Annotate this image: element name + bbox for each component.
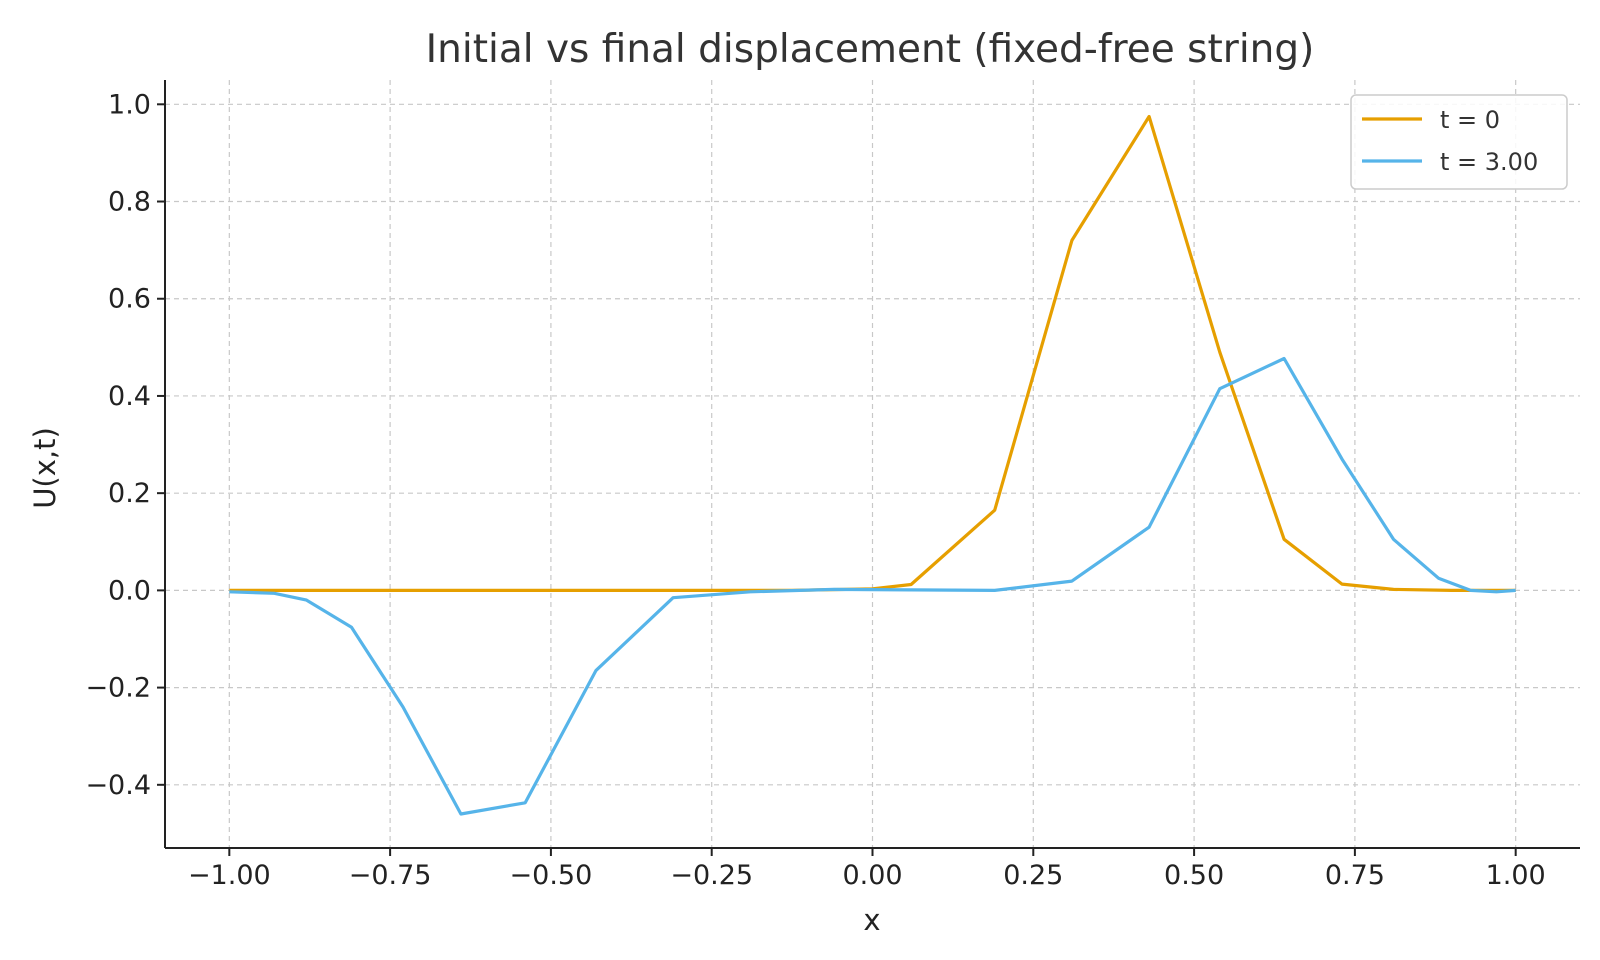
x-ticks: −1.00 −0.75 −0.50 −0.25 0.00 0.25 0.50 0.75 1.00 (188, 848, 1546, 891)
chart-title: Initial vs final displacement (fixed-fre… (426, 27, 1315, 72)
x-tick-label: 0.75 (1325, 860, 1385, 891)
y-tick-label: 0.2 (108, 478, 151, 509)
legend: t = 0 t = 3.00 (1350, 94, 1568, 190)
y-tick-label: 0.4 (108, 381, 151, 412)
x-tick-label: −0.75 (349, 860, 432, 891)
series-lines (229, 114, 1516, 816)
x-tick-label: 1.00 (1486, 860, 1546, 891)
x-tick-label: −0.25 (670, 860, 753, 891)
y-tick-label: −0.4 (85, 770, 151, 801)
y-tick-label: 0.0 (108, 575, 151, 606)
x-tick-label: 0.00 (842, 860, 902, 891)
x-tick-label: 0.25 (1003, 860, 1063, 891)
x-tick-label: −0.50 (510, 860, 593, 891)
series-line-t0 (229, 114, 1516, 593)
x-axis-label: x (863, 903, 880, 937)
legend-label-t0: t = 0 (1440, 106, 1500, 134)
x-tick-label: −1.00 (188, 860, 271, 891)
grid (165, 80, 1580, 848)
y-axis-label: U(x,t) (28, 427, 62, 509)
y-ticks: −0.4 −0.2 0.0 0.2 0.4 0.6 0.8 1.0 (85, 89, 165, 801)
y-tick-label: 1.0 (108, 89, 151, 120)
y-tick-label: 0.6 (108, 284, 151, 315)
y-tick-label: 0.8 (108, 187, 151, 218)
x-tick-label: 0.50 (1164, 860, 1224, 891)
series-line-t3 (229, 356, 1516, 816)
legend-label-t3: t = 3.00 (1440, 148, 1538, 176)
y-tick-label: −0.2 (85, 673, 151, 704)
